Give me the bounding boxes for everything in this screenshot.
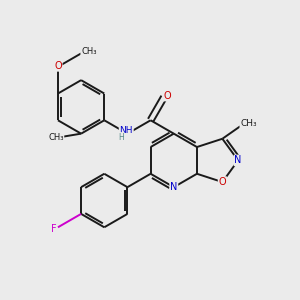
Text: F: F xyxy=(51,224,56,234)
Text: N: N xyxy=(170,182,178,192)
Text: CH₃: CH₃ xyxy=(48,133,64,142)
Text: NH: NH xyxy=(119,126,133,135)
Text: O: O xyxy=(54,61,62,71)
Text: N: N xyxy=(234,155,242,165)
Text: O: O xyxy=(219,177,226,187)
Text: CH₃: CH₃ xyxy=(240,119,257,128)
Text: CH₃: CH₃ xyxy=(81,47,97,56)
Text: H: H xyxy=(118,133,124,142)
Text: O: O xyxy=(163,91,171,100)
